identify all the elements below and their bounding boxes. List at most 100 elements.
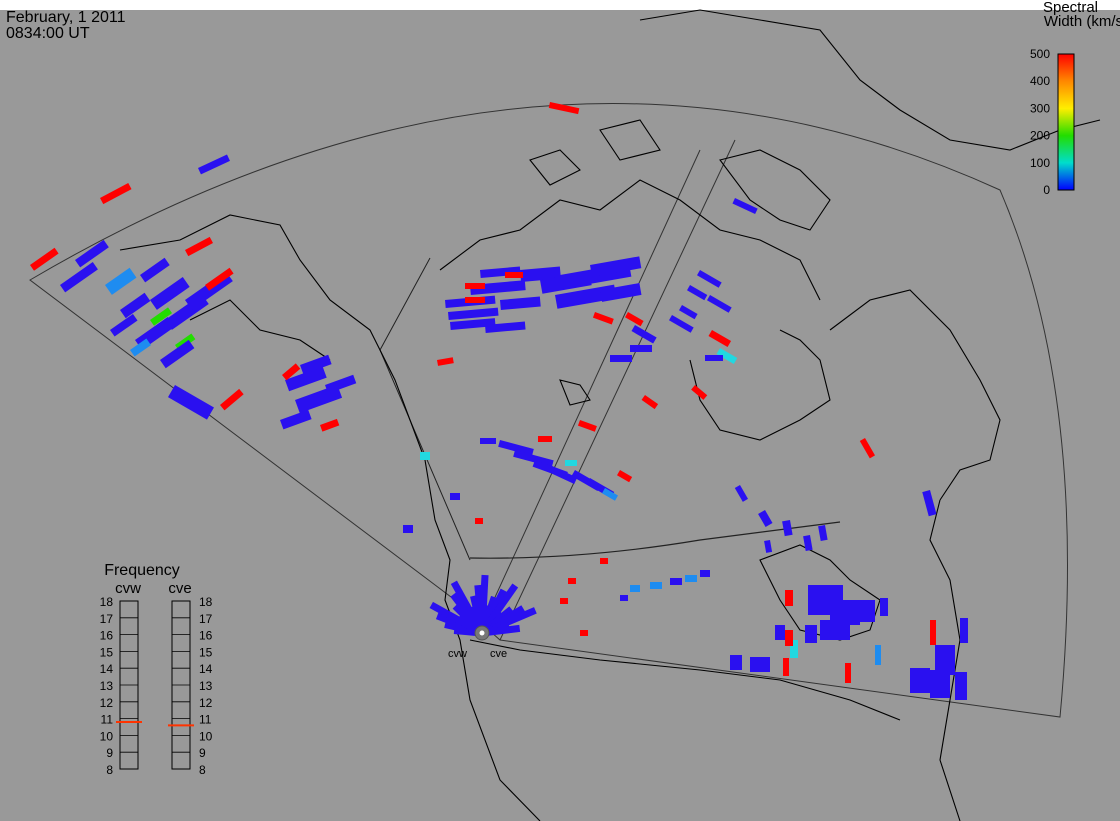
frequency-tick-label-cvw: 12 <box>100 696 114 710</box>
echo-cell <box>708 330 732 348</box>
frequency-tick-label-cvw: 13 <box>100 679 114 693</box>
echo-cell <box>732 198 758 215</box>
echo-cell <box>120 292 151 319</box>
echo-cell <box>716 347 738 365</box>
echo-cell <box>280 409 312 430</box>
echo-cell <box>630 345 652 352</box>
radar-site-dot <box>479 630 485 636</box>
echo-cell <box>700 570 710 577</box>
colorbar-tick-label: 400 <box>1030 74 1050 88</box>
frequency-tick-label-cve: 11 <box>199 713 212 727</box>
echo-cell <box>960 618 968 643</box>
colorbar-tick-label: 100 <box>1030 156 1050 170</box>
frequency-tick-label-cve: 14 <box>199 662 213 676</box>
echo-cell <box>577 419 597 432</box>
echo-cell <box>592 312 614 325</box>
frequency-tick-label-cve: 17 <box>199 612 213 626</box>
echo-cell <box>705 355 723 361</box>
frequency-tick-label-cvw: 16 <box>100 629 114 643</box>
echo-cell <box>685 575 697 582</box>
echo-cell <box>565 460 577 466</box>
echo-cell <box>130 338 151 357</box>
frequency-tick-label-cve: 13 <box>199 679 213 693</box>
echo-cell <box>880 598 888 616</box>
coastline-island <box>529 149 581 186</box>
echo-cell <box>955 672 967 700</box>
echo-cell <box>845 663 851 683</box>
colorbar-tick-label: 300 <box>1030 101 1050 115</box>
echo-cell <box>785 590 793 606</box>
colorbar-gradient <box>1057 53 1075 191</box>
echo-cell <box>436 357 454 366</box>
frequency-tick-label-cve: 16 <box>199 629 213 643</box>
echo-cell <box>538 436 552 442</box>
echo-cell <box>140 257 170 283</box>
frequency-tick-label-cvw: 9 <box>106 746 113 760</box>
echo-cell <box>30 247 59 271</box>
echo-cell <box>447 307 499 320</box>
echo-cell <box>855 600 875 622</box>
echo-cell <box>59 262 98 293</box>
echo-cell <box>679 304 698 320</box>
radar-fov-outline <box>29 103 1068 718</box>
latitude-line <box>469 521 841 559</box>
frequency-panel: Frequency cvw cve 18 18 17 17 16 16 15 15 14 14 13… <box>100 562 213 777</box>
echo-cell <box>782 519 793 537</box>
spectral-width-colorbar: Spectral Width (km/s) 500 400 300 200 100 0 <box>1030 0 1120 197</box>
echo-cell <box>610 355 632 362</box>
echo-cell <box>500 296 541 310</box>
echo-cell <box>630 585 640 592</box>
coastline-island <box>599 119 661 161</box>
echo-cell <box>300 354 332 375</box>
echo-cell <box>104 267 137 295</box>
echo-cell <box>484 321 526 333</box>
echo-cell <box>910 668 930 693</box>
echo-cell <box>730 655 742 670</box>
echo-cell <box>465 283 485 289</box>
echo-cell <box>785 630 793 646</box>
radar-label-cvw: cvw <box>448 648 467 660</box>
echo-cell <box>783 658 789 676</box>
echo-cell <box>281 363 301 381</box>
echo-cell <box>548 102 580 115</box>
echo-cell <box>204 267 234 291</box>
echo-cell <box>696 270 722 288</box>
echo-cell <box>818 524 828 541</box>
echo-cell <box>734 484 748 502</box>
echo-cell <box>325 374 357 394</box>
frequency-tick-label-cve: 12 <box>199 696 213 710</box>
frequency-label-cve: cve <box>168 580 191 597</box>
frequency-label-cvw: cvw <box>115 580 141 597</box>
echo-cell <box>687 285 708 301</box>
echo-cell <box>520 266 561 282</box>
frequency-tick-label-cve: 18 <box>199 595 213 609</box>
echo-cell <box>150 307 173 326</box>
frequency-tick-label-cve: 15 <box>199 645 213 659</box>
echo-cell <box>670 578 682 585</box>
frequency-tick-label-cvw: 18 <box>100 595 114 609</box>
echo-cell <box>220 388 244 411</box>
frequency-tick-label-cve: 10 <box>199 729 213 743</box>
echo-cell <box>480 438 496 444</box>
echo-cell <box>498 439 534 456</box>
coastline-alaska <box>119 214 541 821</box>
echo-cell <box>420 452 430 460</box>
echo-cell <box>74 239 109 268</box>
echo-cell <box>930 620 936 645</box>
coastline-labrador <box>829 289 1001 501</box>
coastline-greenland <box>639 9 1101 151</box>
echo-cell <box>930 670 950 698</box>
echo-cell <box>185 236 214 257</box>
echo-cell <box>775 625 785 640</box>
colorbar-tick-label: 0 <box>1043 183 1050 197</box>
echo-cell <box>600 558 608 564</box>
echo-cell <box>641 394 659 410</box>
frequency-title: Frequency <box>104 562 180 579</box>
echo-cell <box>803 535 813 551</box>
frequency-tick-label-cvw: 8 <box>106 763 113 777</box>
coastline-baffin <box>719 149 831 231</box>
echo-cell <box>758 509 773 527</box>
echo-cell <box>805 625 817 643</box>
